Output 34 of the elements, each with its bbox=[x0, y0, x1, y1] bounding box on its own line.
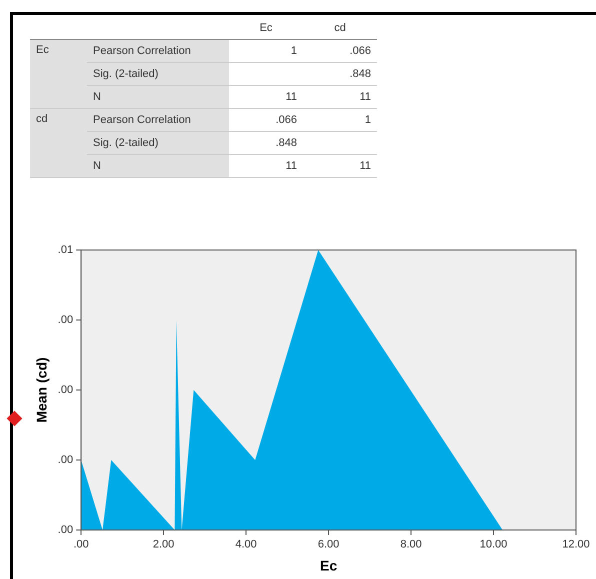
text: Pearson Correlation bbox=[93, 114, 191, 126]
text: .848 bbox=[276, 137, 297, 149]
x-tick-label: 4.00 bbox=[235, 538, 257, 551]
y-tick-label: .00 bbox=[58, 524, 74, 536]
text: Sig. (2-tailed) bbox=[93, 68, 158, 80]
text: Sig. (2-tailed) bbox=[93, 137, 158, 149]
text: N bbox=[93, 91, 101, 103]
y-tick-label: .00 bbox=[58, 384, 74, 396]
text: 11 bbox=[286, 160, 297, 172]
x-tick-label: .00 bbox=[73, 538, 89, 551]
text: 1 bbox=[364, 114, 371, 126]
text: 11 bbox=[286, 91, 297, 103]
x-tick-label: 10.00 bbox=[480, 538, 508, 551]
y-tick-label: .01 bbox=[58, 244, 74, 256]
x-tick-label: 2.00 bbox=[152, 538, 174, 551]
text: Pearson Correlation bbox=[93, 45, 191, 57]
y-tick-label: .00 bbox=[58, 454, 74, 466]
x-axis-title: Ec bbox=[320, 557, 338, 574]
text: .066 bbox=[276, 114, 297, 126]
y-tick-label: .00 bbox=[58, 314, 74, 326]
text: Ec bbox=[36, 44, 49, 56]
x-tick-label: 8.00 bbox=[400, 538, 422, 551]
text: 11 bbox=[360, 160, 371, 172]
y-axis-title: Mean (cd) bbox=[33, 357, 50, 423]
text: 1 bbox=[290, 45, 297, 57]
text: 11 bbox=[360, 91, 371, 103]
text: Ec bbox=[260, 22, 272, 34]
x-tick-label: 12.00 bbox=[562, 538, 590, 551]
text: N bbox=[93, 160, 101, 172]
text: cd bbox=[334, 22, 346, 34]
x-tick-label: 6.00 bbox=[318, 538, 340, 551]
text: .066 bbox=[350, 45, 371, 57]
text: .848 bbox=[350, 68, 371, 80]
text: cd bbox=[36, 113, 48, 125]
